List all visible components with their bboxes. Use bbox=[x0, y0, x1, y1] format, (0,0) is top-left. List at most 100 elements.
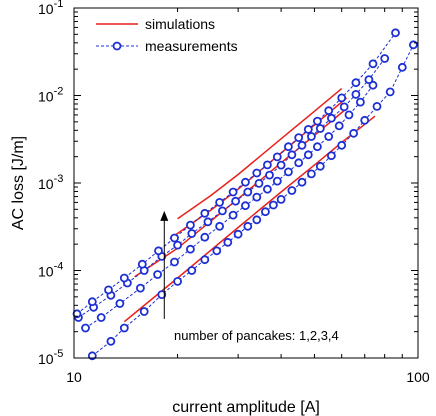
measurement-point bbox=[215, 221, 225, 231]
measurement-point bbox=[187, 266, 197, 275]
measurement-point bbox=[368, 59, 378, 69]
x-tick-label: 10 bbox=[66, 369, 82, 385]
measurement-point bbox=[265, 170, 274, 180]
measurement-point bbox=[294, 133, 304, 143]
measurement-point bbox=[349, 128, 359, 138]
measurement-point bbox=[119, 273, 129, 283]
legend-measurements-marker bbox=[112, 41, 122, 51]
measurement-point bbox=[170, 233, 179, 243]
measurement-point bbox=[243, 221, 253, 231]
measurement-point bbox=[173, 240, 183, 250]
measurement-point bbox=[380, 54, 390, 63]
measurement-point bbox=[297, 140, 307, 150]
measurement-point bbox=[272, 176, 282, 186]
measurement-point bbox=[200, 232, 210, 242]
measurement-series-8 bbox=[72, 28, 400, 319]
measurement-point bbox=[351, 78, 361, 88]
measurement-point bbox=[135, 283, 145, 293]
measurement-point bbox=[240, 177, 250, 187]
measurement-point bbox=[287, 150, 297, 160]
measurement-point bbox=[215, 197, 225, 207]
measurement-point bbox=[115, 299, 125, 308]
annotation-text: number of pancakes: 1,2,3,4 bbox=[174, 328, 339, 343]
measurement-point bbox=[306, 169, 316, 179]
measurement-series-5 bbox=[87, 40, 418, 361]
legend-measurements-label: measurements bbox=[145, 38, 238, 54]
measurement-point bbox=[297, 177, 307, 187]
measurement-point bbox=[87, 297, 97, 307]
measurement-point bbox=[360, 115, 370, 125]
measurement-point bbox=[185, 220, 195, 230]
measurement-point bbox=[312, 116, 322, 126]
measurement-point bbox=[243, 187, 253, 197]
measurement-point bbox=[260, 207, 270, 217]
measurement-point bbox=[228, 210, 238, 220]
measurement-point bbox=[272, 152, 282, 162]
measurement-point bbox=[200, 255, 210, 265]
measurement-point bbox=[276, 160, 286, 170]
y-tick-label: 10-2 bbox=[38, 86, 63, 105]
measurement-point bbox=[137, 259, 147, 269]
measurement-point bbox=[397, 62, 407, 72]
measurement-point bbox=[262, 184, 272, 194]
measurement-point bbox=[315, 161, 325, 171]
measurement-point bbox=[139, 307, 149, 316]
measurement-point bbox=[283, 142, 293, 152]
measurement-point bbox=[252, 215, 262, 225]
measurement-point bbox=[170, 257, 179, 267]
measurement-point bbox=[154, 246, 163, 256]
y-tick-label: 10-3 bbox=[38, 173, 63, 192]
measurement-point bbox=[337, 93, 347, 103]
measurement-point bbox=[306, 132, 316, 141]
measurement-point bbox=[276, 194, 286, 204]
measurement-point bbox=[203, 217, 213, 227]
measurement-point bbox=[252, 168, 262, 178]
measurement-point bbox=[119, 323, 129, 333]
measurement-point bbox=[326, 151, 336, 161]
measurement-line bbox=[91, 44, 414, 357]
measurement-series-7 bbox=[74, 54, 390, 322]
tick-layer: 10 100 10-5 10-4 10-3 10-2 10-1 bbox=[38, 0, 430, 385]
measurement-point bbox=[157, 290, 167, 300]
measurement-point bbox=[312, 142, 322, 152]
measurement-point bbox=[240, 201, 250, 211]
measurement-point bbox=[334, 121, 344, 131]
legend-simulations-label: simulations bbox=[145, 16, 215, 32]
measurement-point bbox=[303, 150, 313, 160]
measurement-point bbox=[344, 110, 354, 120]
legend: simulations measurements bbox=[88, 14, 278, 54]
measurement-point bbox=[268, 200, 278, 210]
annotation-arrow-head bbox=[160, 210, 169, 221]
y-axis-label: AC loss [J/m] bbox=[10, 136, 27, 230]
measurement-point bbox=[173, 276, 183, 286]
measurement-point bbox=[200, 208, 210, 218]
measurement-point bbox=[303, 124, 313, 134]
x-axis-label: current amplitude [A] bbox=[172, 399, 320, 416]
measurement-point bbox=[283, 167, 293, 177]
measurement-point bbox=[212, 246, 222, 256]
measurement-point bbox=[104, 285, 113, 295]
measurement-point bbox=[187, 229, 197, 238]
measurement-line bbox=[76, 32, 396, 315]
measurement-point bbox=[351, 90, 361, 99]
measurement-point bbox=[185, 244, 195, 254]
measurement-point bbox=[339, 102, 349, 112]
series-layer bbox=[72, 28, 418, 361]
simulation-line bbox=[177, 88, 343, 220]
simulation-series-4 bbox=[177, 88, 343, 220]
measurement-point bbox=[217, 206, 227, 216]
measurement-point bbox=[233, 229, 243, 239]
measurement-point bbox=[96, 313, 106, 322]
measurement-point bbox=[287, 186, 297, 195]
x-tick-label: 100 bbox=[406, 369, 430, 385]
measurement-point bbox=[391, 28, 400, 38]
measurement-point bbox=[223, 237, 233, 247]
measurement-point bbox=[294, 158, 304, 168]
measurement-point bbox=[231, 196, 241, 206]
measurement-point bbox=[315, 124, 325, 133]
measurement-point bbox=[153, 270, 163, 279]
measurement-point bbox=[337, 140, 347, 150]
measurement-point bbox=[254, 178, 264, 188]
